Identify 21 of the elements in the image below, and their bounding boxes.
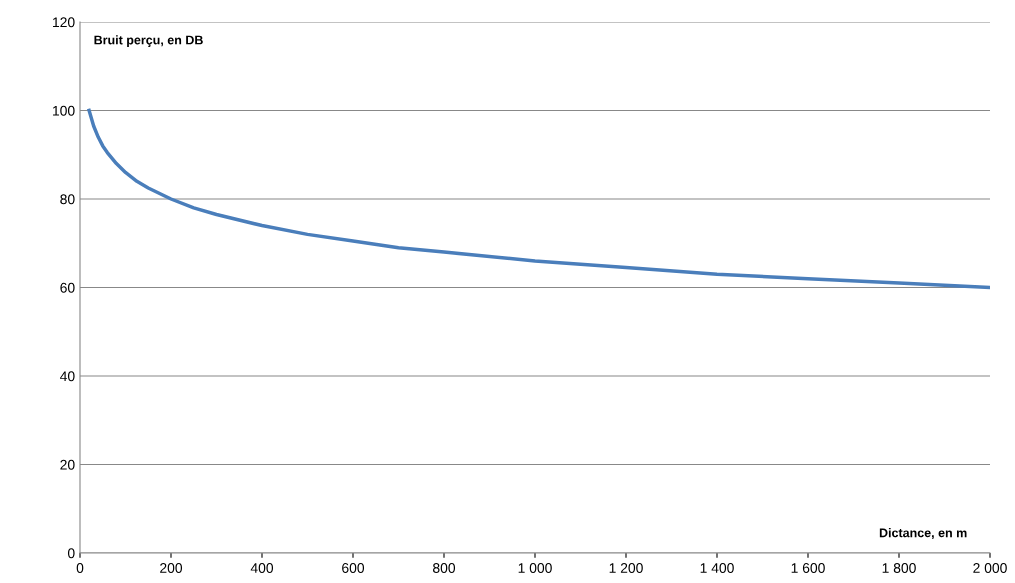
x-tick-label: 800: [433, 563, 456, 573]
x-tick-label: 1 000: [518, 563, 552, 573]
y-tick-label: 80: [60, 194, 75, 205]
y-tick-label: 20: [60, 459, 75, 470]
x-tick-label: 2 000: [973, 563, 1007, 573]
y-axis-title: Bruit perçu, en DB: [94, 35, 203, 47]
x-tick-label: 1 200: [609, 563, 643, 573]
line-series: [87, 108, 990, 290]
x-tick-label: 1 400: [700, 563, 734, 573]
x-axis-title: Dictance, en m: [879, 528, 967, 540]
x-tick-label: 600: [342, 563, 365, 573]
y-tick-label: 120: [53, 17, 75, 28]
y-tick-label: 100: [53, 105, 75, 116]
x-tick-label: 200: [160, 563, 183, 573]
x-tick-label: 0: [76, 563, 84, 573]
y-tick-label: 60: [60, 282, 75, 293]
y-tick-label: 40: [60, 371, 75, 382]
y-tick-label: 0: [67, 548, 75, 559]
x-tick-label: 1 800: [882, 563, 916, 573]
x-tick-label: 400: [250, 563, 274, 573]
x-tick-label: 1 600: [791, 563, 825, 573]
